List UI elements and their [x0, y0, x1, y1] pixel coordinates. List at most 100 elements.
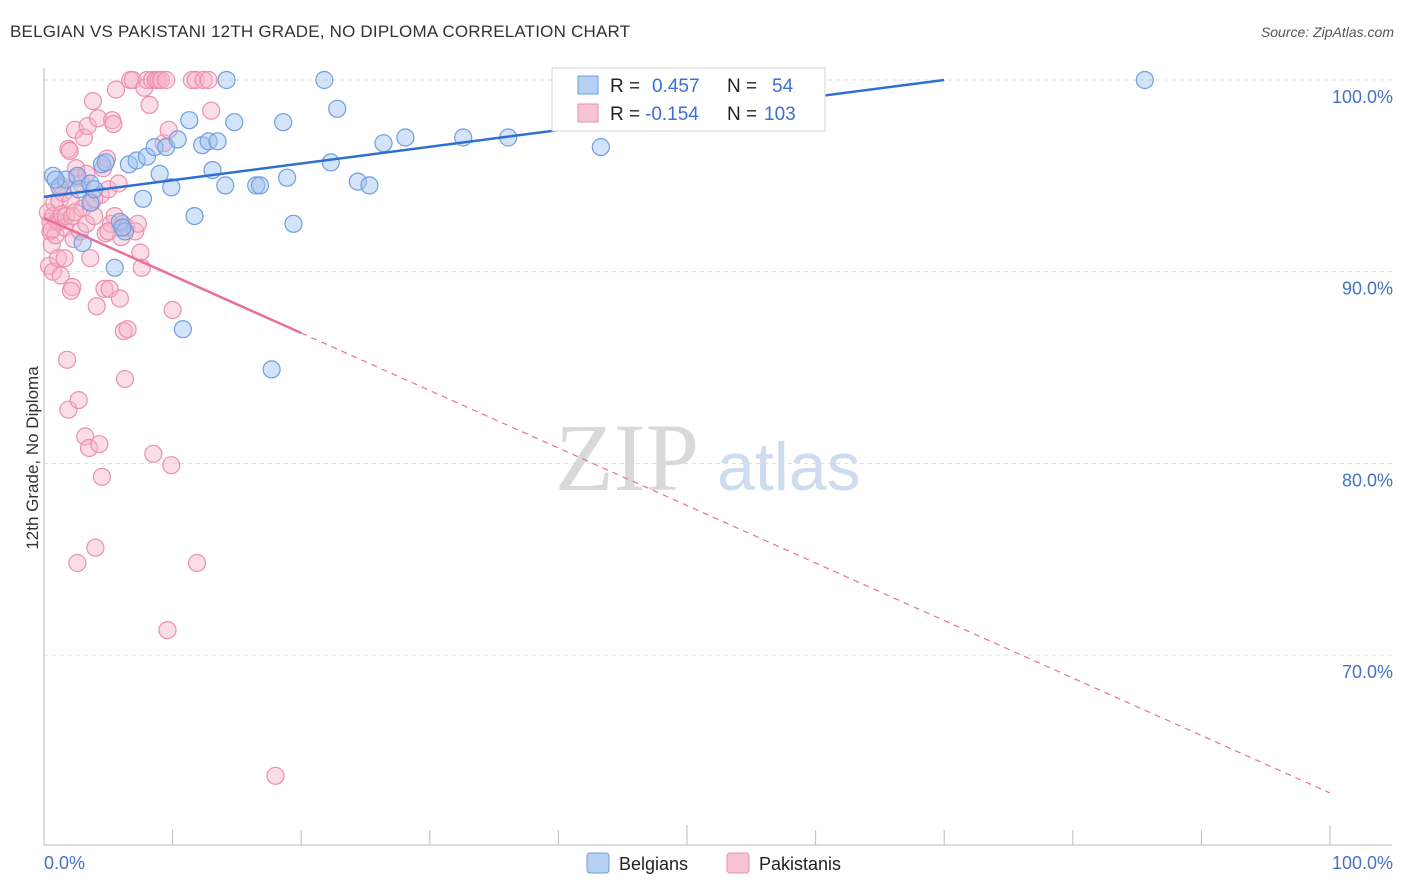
x-tick-label-max: 100.0%	[1332, 853, 1393, 873]
belgian-point	[284, 214, 303, 233]
belgian-point	[185, 207, 204, 226]
pakistani-point	[79, 438, 99, 458]
belgian-point	[216, 176, 235, 195]
watermark-zip: ZIP	[555, 404, 699, 511]
belgian-point	[591, 138, 610, 157]
pakistani-point	[109, 174, 128, 193]
pakistani-point	[162, 456, 181, 475]
belgian-point	[360, 176, 379, 195]
y-tick-label-90: 90.0%	[1342, 279, 1393, 299]
belgian-point	[127, 151, 146, 170]
pakistani-r-label: R =	[610, 104, 640, 125]
pakistani-point	[55, 249, 74, 268]
belgian-point	[133, 189, 153, 208]
pakistani-n-value: 103	[764, 104, 796, 125]
pakistani-point	[187, 553, 207, 573]
y-tick-label-80: 80.0%	[1342, 470, 1393, 490]
pakistani-point	[48, 249, 68, 268]
belgian-point	[374, 134, 393, 153]
pakistani-point	[144, 444, 163, 463]
pakistani-point	[186, 70, 205, 90]
belgian-points	[43, 70, 1154, 379]
pakistani-point	[60, 141, 79, 160]
pakistani-point	[158, 620, 177, 640]
pakistani-point	[76, 427, 95, 446]
pakistani-r-value: -0.154	[645, 104, 699, 125]
pakistani-point	[118, 320, 137, 339]
pakistani-point	[151, 70, 171, 90]
pakistani-point	[78, 116, 97, 136]
pakistani-point	[74, 128, 94, 147]
belgian-point	[262, 360, 281, 379]
pakistani-point	[163, 300, 182, 320]
belgian-point	[96, 153, 115, 172]
pakistani-point	[57, 350, 77, 369]
belgian-point	[173, 320, 192, 339]
pakistani-point	[104, 114, 123, 134]
legend-pakistanis-label: Pakistanis	[759, 854, 841, 874]
stats-legend: R = 0.457 N = 54 R = -0.154 N = 103	[551, 67, 826, 132]
belgian-point	[150, 164, 169, 183]
belgian-point	[81, 193, 100, 212]
pakistani-point	[68, 553, 87, 573]
pakistani-point	[202, 101, 221, 120]
x-axis-ticks	[43, 825, 1331, 845]
legend-belgians-swatch	[586, 852, 610, 874]
belgian-point	[168, 130, 187, 149]
belgian-point	[180, 111, 199, 130]
pakistani-point	[65, 203, 85, 222]
pakistani-point	[77, 214, 96, 233]
pakistani-trend-line	[43, 216, 302, 335]
belgian-point	[162, 178, 181, 197]
belgian-point	[348, 172, 367, 191]
belgian-r-label: R =	[610, 76, 640, 97]
y-tick-labels: 70.0% 80.0% 90.0% 100.0%	[1332, 87, 1393, 682]
pakistani-point	[199, 70, 218, 90]
belgian-point	[56, 170, 76, 189]
belgian-point	[247, 176, 266, 195]
belgian-point	[1135, 70, 1154, 90]
chart-title: BELGIAN VS PAKISTANI 12TH GRADE, NO DIPL…	[10, 22, 631, 41]
belgian-point	[396, 128, 415, 147]
belgian-point	[328, 99, 347, 118]
belgian-point	[250, 176, 270, 195]
belgian-point	[208, 132, 227, 151]
belgian-legend-swatch	[577, 75, 599, 95]
belgian-point	[46, 170, 65, 189]
pakistani-point	[194, 70, 213, 90]
legend-belgians-label: Belgians	[619, 854, 688, 874]
belgian-n-label: N =	[727, 76, 757, 97]
belgian-n-value: 54	[772, 76, 794, 97]
belgian-point	[113, 218, 132, 237]
pakistani-point	[140, 95, 159, 115]
pakistani-points	[38, 70, 285, 785]
pakistani-trend-extension	[300, 332, 1331, 794]
pakistani-point	[51, 266, 70, 285]
grid-lines	[44, 79, 1392, 656]
pakistani-point	[110, 289, 130, 308]
pakistani-point	[86, 538, 105, 557]
y-axis-label: 12th Grade, No Diploma	[23, 366, 42, 550]
y-tick-label-100: 100.0%	[1332, 87, 1393, 107]
belgian-point	[315, 70, 334, 90]
pakistani-point	[115, 369, 135, 389]
pakistani-point	[77, 164, 96, 183]
pakistani-point	[81, 249, 100, 268]
pakistani-point	[92, 467, 112, 486]
pakistani-point	[61, 281, 81, 300]
belgian-point	[321, 153, 340, 172]
belgian-point	[217, 70, 236, 90]
watermark-atlas: atlas	[717, 429, 861, 505]
belgian-r-value: 0.457	[652, 76, 700, 97]
pakistani-point	[87, 297, 106, 316]
pakistani-point	[95, 279, 114, 298]
belgian-point	[274, 113, 293, 132]
series-legend: Belgians Pakistanis	[586, 852, 841, 874]
belgian-point	[225, 113, 244, 132]
chart-source: Source: ZipAtlas.com	[1260, 24, 1394, 40]
pakistani-point	[266, 766, 285, 785]
pakistani-point	[90, 435, 109, 454]
pakistani-point	[157, 70, 176, 90]
legend-pakistanis-swatch	[726, 852, 750, 874]
